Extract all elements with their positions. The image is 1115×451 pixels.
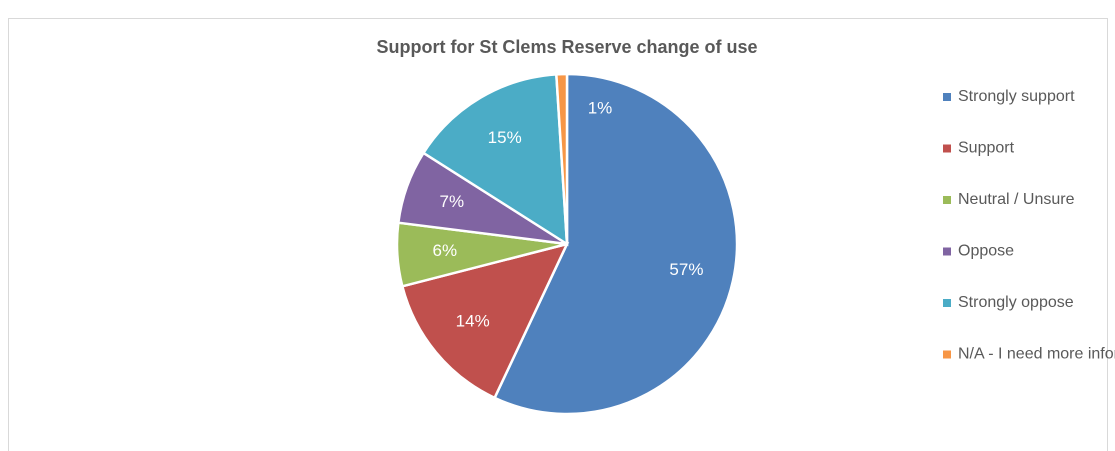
legend-text: Oppose [958,243,1014,260]
slice-label: 7% [440,192,465,211]
chart-border [8,18,1108,451]
legend-marker [943,247,951,256]
slice-label: 6% [433,241,458,260]
pie-slice [421,73,569,247]
legend-marker [943,350,951,359]
legend-marker [943,93,951,101]
legend-text: N/A - I need more information [958,346,1115,363]
legend-text: Strongly oppose [958,294,1074,311]
slice-label: 14% [456,312,490,331]
pie-slice [400,242,570,400]
chart-title: Support for St Clems Reserve change of u… [376,37,757,57]
slice-label: 1% [588,98,613,117]
legend-marker [943,196,951,204]
legend-marker [943,299,951,307]
legend-text: Support [958,140,1015,157]
pie-slice [492,72,739,416]
legend-text: Neutral / Unsure [958,191,1075,208]
slice-label: 15% [488,128,522,147]
legend-marker [943,144,951,153]
legend-text: Strongly support [958,88,1075,105]
slice-label: 57% [669,260,703,279]
pie-slice [554,72,569,245]
